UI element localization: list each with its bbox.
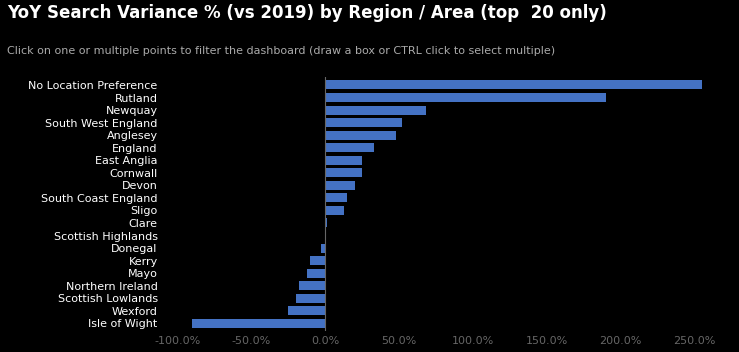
Bar [325,206,344,215]
Bar [325,106,426,115]
Bar [325,143,374,152]
Bar [325,118,402,127]
Text: Click on one or multiple points to filter the dashboard (draw a box or CTRL clic: Click on one or multiple points to filte… [7,46,556,56]
Bar [310,256,325,265]
Bar [325,93,606,102]
Bar [325,156,362,165]
Bar [288,306,325,315]
Bar [296,294,325,303]
Bar [325,131,396,140]
Bar [307,269,325,278]
Text: YoY Search Variance % (vs 2019) by Region / Area (top  20 only): YoY Search Variance % (vs 2019) by Regio… [7,4,607,21]
Bar [321,244,325,253]
Bar [325,231,326,240]
Bar [192,319,325,328]
Bar [299,281,325,290]
Bar [325,193,347,202]
Bar [325,181,355,190]
Bar [325,219,327,227]
Bar [325,168,362,177]
Bar [325,81,702,89]
